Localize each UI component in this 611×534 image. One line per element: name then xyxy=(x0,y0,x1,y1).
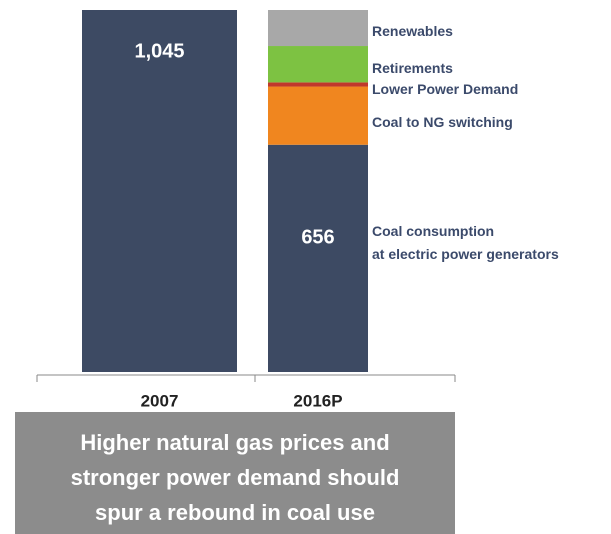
legend-label: Lower Power Demand xyxy=(372,81,519,97)
value-label: 1,045 xyxy=(134,40,184,62)
bar-segment xyxy=(268,82,368,87)
caption: Higher natural gas prices and stronger p… xyxy=(15,412,455,534)
x-tick-label: 2016P xyxy=(293,391,342,410)
x-tick-label: 2007 xyxy=(141,391,179,410)
bar-segment xyxy=(82,10,237,372)
value-label: 656 xyxy=(301,226,334,248)
bar-segment xyxy=(268,46,368,83)
legend-label: Retirements xyxy=(372,60,453,76)
bar-segment xyxy=(268,144,368,372)
bar-segment xyxy=(268,10,368,47)
legend-label: Coal consumption at electric power gener… xyxy=(372,223,559,262)
legend-label: Renewables xyxy=(372,23,453,39)
bar-segment xyxy=(268,86,368,145)
legend-label: Coal to NG switching xyxy=(372,114,513,130)
